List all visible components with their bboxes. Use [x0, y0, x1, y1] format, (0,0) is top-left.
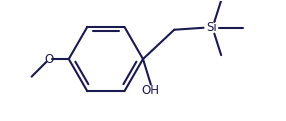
Text: Si: Si	[206, 21, 217, 34]
Text: OH: OH	[142, 84, 160, 97]
Text: O: O	[45, 53, 54, 66]
